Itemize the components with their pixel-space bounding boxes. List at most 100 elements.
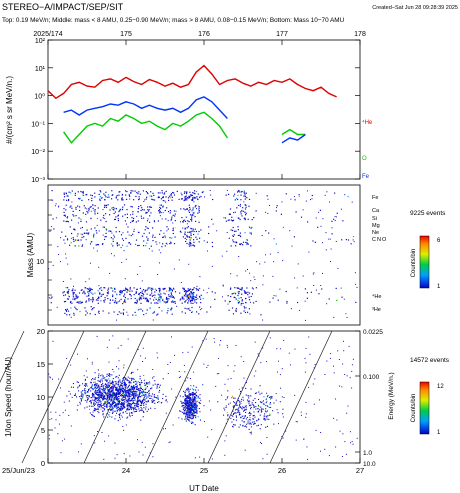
- ion-event-point: [262, 408, 264, 410]
- ion-event-point: [94, 392, 96, 394]
- ion-event-point: [122, 405, 124, 407]
- mass-event-point: [240, 203, 241, 205]
- mass-event-point: [89, 289, 91, 291]
- ion-event-point: [140, 401, 142, 403]
- ion-event-point: [148, 389, 150, 391]
- ion-event-point: [294, 348, 296, 350]
- ion-event-point: [194, 408, 196, 410]
- ion-event-point: [87, 394, 89, 396]
- ion-event-point: [117, 389, 119, 391]
- ion-event-point: [248, 418, 250, 420]
- ion-event-point: [109, 375, 111, 377]
- mass-event-point: [170, 219, 172, 221]
- mass-event-point: [135, 291, 137, 293]
- mass-event-point: [98, 285, 100, 287]
- mass-event-point: [193, 241, 195, 243]
- mass-event-point: [240, 213, 242, 215]
- ion-event-point: [147, 383, 149, 385]
- ion-event-point: [83, 375, 85, 377]
- ion-event-point: [113, 405, 115, 407]
- mass-event-point: [125, 258, 127, 260]
- mass-event-point: [138, 299, 140, 301]
- ion-event-point: [141, 402, 143, 404]
- ion-event-point: [193, 404, 195, 406]
- ion-event-point: [281, 368, 283, 370]
- ion-event-point: [112, 412, 114, 414]
- mass-event-point: [72, 290, 74, 292]
- ion-event-point: [132, 387, 134, 389]
- mass-event-point: [180, 298, 182, 300]
- mass-event-point: [125, 288, 127, 290]
- mass-event-point: [99, 292, 101, 294]
- ion-event-point: [269, 398, 271, 400]
- ion-event-point: [77, 353, 78, 355]
- ion-event-point: [111, 406, 113, 408]
- ion-event-point: [117, 400, 119, 402]
- ion-event-point: [152, 369, 154, 370]
- mass-event-point: [65, 287, 67, 289]
- mass-event-point: [158, 210, 159, 212]
- ion-event-point: [92, 415, 94, 417]
- ion-event-point: [351, 441, 353, 443]
- mass-event-point: [78, 245, 80, 247]
- mass-event-point: [185, 300, 187, 302]
- mass-event-point: [85, 301, 87, 303]
- mass-event-point: [88, 293, 90, 295]
- ion-event-point: [180, 376, 181, 378]
- mass-event-point: [232, 235, 234, 237]
- mass-event-point: [187, 302, 189, 304]
- mass-event-point: [78, 292, 81, 294]
- mass-event-point: [125, 287, 127, 289]
- mass-event-point: [80, 300, 82, 302]
- mass-event-point: [102, 310, 104, 312]
- mass-event-point: [189, 309, 191, 311]
- mass-event-point: [161, 218, 163, 220]
- ion-event-point: [196, 412, 198, 414]
- mass-event-point: [76, 297, 78, 299]
- mass-event-point: [193, 297, 195, 299]
- mass-event-point: [269, 204, 270, 206]
- mass-event-point: [145, 245, 147, 247]
- label-fe: Fe: [372, 195, 378, 201]
- mass-event-point: [168, 290, 170, 292]
- mass-event-point: [65, 253, 67, 255]
- mass-event-point: [322, 272, 323, 274]
- ion-event-point: [95, 392, 97, 394]
- ion-event-point: [192, 414, 194, 416]
- ion-event-point: [109, 389, 111, 391]
- mass-event-point: [142, 310, 144, 312]
- ion-event-point: [186, 388, 188, 390]
- mass-event-point: [102, 243, 104, 245]
- ion-event-point: [241, 398, 243, 400]
- mass-event-point: [68, 191, 70, 193]
- ion-event-point: [243, 407, 245, 409]
- mass-event-point: [90, 288, 92, 290]
- mass-event-point: [195, 299, 197, 301]
- mass-event-point: [275, 243, 277, 245]
- mass-event-point: [106, 295, 108, 297]
- ion-event-point: [109, 398, 111, 400]
- ion-event-point: [112, 404, 114, 406]
- mass-event-point: [334, 216, 336, 218]
- ion-event-point: [123, 429, 125, 431]
- ion-event-point: [239, 405, 241, 407]
- mass-event-point: [174, 302, 176, 304]
- mass-event-point: [230, 273, 232, 275]
- ion-event-point: [270, 406, 272, 408]
- mass-event-point: [150, 191, 152, 193]
- ion-event-point: [127, 392, 129, 394]
- mass-event-point: [77, 239, 79, 241]
- ion-event-point: [238, 426, 240, 428]
- ion-event-point: [129, 412, 131, 414]
- mass-event-point: [119, 209, 121, 212]
- mass-event-point: [108, 196, 110, 198]
- mass-event-point: [116, 302, 118, 304]
- ion-event-point: [272, 410, 274, 412]
- ion-event-point: [106, 413, 108, 415]
- ion-event-point: [151, 400, 153, 402]
- ion-event-point: [118, 392, 120, 394]
- mass-event-point: [86, 312, 88, 314]
- mass-event-point: [190, 299, 193, 302]
- ion-event-point: [241, 420, 243, 422]
- mass-event-point: [244, 219, 246, 221]
